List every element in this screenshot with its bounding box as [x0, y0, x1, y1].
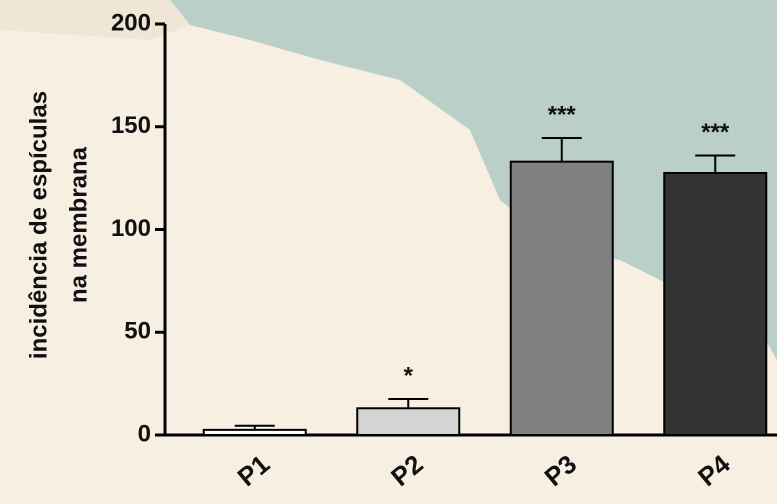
y-tick-label: 0 [138, 420, 151, 447]
y-tick-label: 50 [124, 318, 151, 345]
bar [357, 408, 459, 435]
bar [204, 430, 306, 435]
chart: incidência de espículas na membrana 0 50 1… [0, 0, 777, 504]
y-tick-label: 200 [111, 9, 151, 36]
y-tick-label: 100 [111, 215, 151, 242]
significance-label: *** [701, 119, 730, 146]
bar [664, 173, 766, 435]
significance-label: * [404, 362, 414, 389]
y-axis-label: incidência de espículas [25, 91, 52, 359]
y-axis-label: na membrana [65, 146, 92, 303]
bar [511, 162, 613, 435]
significance-label: *** [548, 101, 577, 128]
y-tick-label: 150 [111, 112, 151, 139]
